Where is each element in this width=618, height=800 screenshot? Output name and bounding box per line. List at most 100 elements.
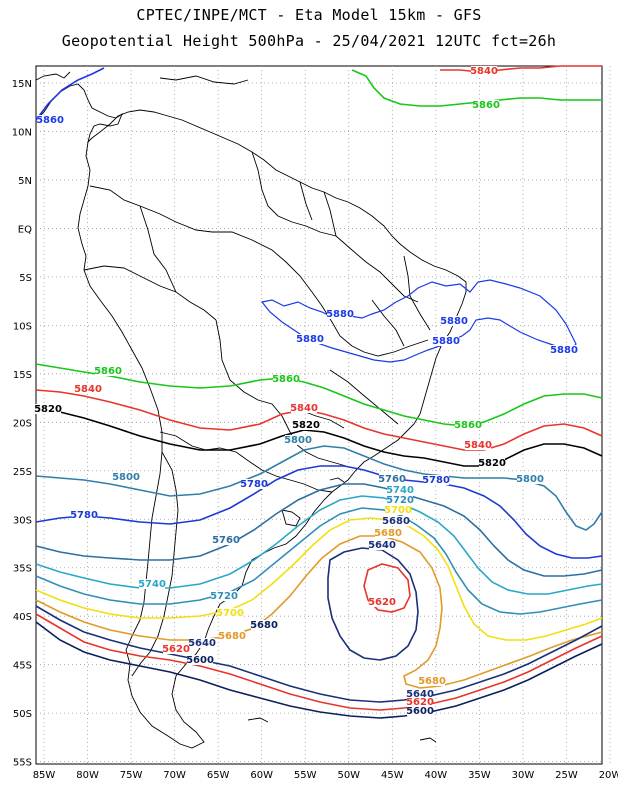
- contour-label-bg: [375, 528, 401, 538]
- contour-label: 5880: [440, 316, 468, 327]
- contour-label: 5840: [470, 66, 498, 77]
- contour-label-bg: [407, 689, 433, 699]
- contour-label: 5840: [74, 384, 102, 395]
- contour-label: 5680: [418, 676, 446, 687]
- contour-label: 5680: [250, 620, 278, 631]
- lat-tick-label: 5S: [19, 273, 32, 284]
- contour-label: 5680: [382, 516, 410, 527]
- contour-5760: [35, 483, 603, 577]
- contour-label-bg: [213, 535, 239, 545]
- contour-label-bg: [419, 676, 445, 686]
- contour-5700: [35, 517, 603, 641]
- contour-label-bg: [369, 597, 395, 607]
- contour-label: 5840: [464, 440, 492, 451]
- contour-label-bg: [423, 475, 449, 485]
- contour-5840-a: [440, 65, 602, 73]
- lat-tick-label: 40S: [13, 612, 32, 623]
- contour-label: 5780: [70, 510, 98, 521]
- contour-label-bg: [163, 644, 189, 654]
- contour-label: 5780: [240, 479, 268, 490]
- contour-label-bg: [387, 485, 413, 495]
- contour-5640: [35, 605, 603, 703]
- contour-5820: [35, 409, 603, 467]
- contour-label-bg: [479, 458, 505, 468]
- contour-5880-b: [260, 279, 577, 363]
- contour-label: 5860: [272, 374, 300, 385]
- contour-label: 5840: [290, 403, 318, 414]
- contour-label: 5640: [188, 638, 216, 649]
- contour-label: 5680: [218, 631, 246, 642]
- contour-label: 5620: [162, 644, 190, 655]
- contour-labels: 5840 5860 5860 5880 5880 5880 5880 5880 5860 5860…: [34, 66, 578, 717]
- contour-label: 5740: [386, 485, 414, 496]
- contour-label-bg: [37, 115, 63, 125]
- lat-tick-label: 20S: [13, 418, 32, 429]
- contour-label: 5880: [550, 345, 578, 356]
- contour-5800: [35, 445, 603, 531]
- lat-tick-label: 50S: [13, 709, 32, 720]
- contour-label-bg: [517, 474, 543, 484]
- lon-tick-label: 25W: [555, 770, 578, 781]
- contour-label-bg: [473, 100, 499, 110]
- contour-label-bg: [551, 345, 577, 355]
- contour-5880-a: [35, 67, 105, 121]
- contour-label-bg: [219, 631, 245, 641]
- lat-tick-label: 15N: [12, 79, 32, 90]
- contour-5620-low: [363, 563, 411, 613]
- contour-label: 5640: [368, 540, 396, 551]
- contour-label-bg: [387, 495, 413, 505]
- lat-tick-label: 5N: [18, 176, 32, 187]
- latitude-labels: 15N 10N 5N EQ 5S 10S 15S 20S 25S 30S 35S 40S 45S 50S 5…: [12, 79, 32, 769]
- lat-tick-label: 55S: [13, 758, 32, 769]
- contour-label: 5800: [284, 435, 312, 446]
- contour-label-bg: [187, 655, 213, 665]
- lat-tick-label: 10S: [13, 321, 32, 332]
- contour-label-bg: [211, 591, 237, 601]
- contour-5620: [35, 613, 603, 711]
- contour-label-bg: [241, 479, 267, 489]
- contour-label: 5720: [386, 495, 414, 506]
- contour-label-bg: [297, 334, 323, 344]
- contour-label: 5620: [406, 697, 434, 708]
- contour-label-bg: [293, 420, 319, 430]
- contour-label: 5860: [472, 100, 500, 111]
- contour-label-bg: [95, 366, 121, 376]
- contour-label: 5800: [516, 474, 544, 485]
- contour-label-bg: [285, 435, 311, 445]
- contour-label: 5680: [374, 528, 402, 539]
- contour-label: 5760: [378, 474, 406, 485]
- contour-label-bg: [407, 706, 433, 716]
- contour-label: 5700: [216, 608, 244, 619]
- contour-label: 5780: [422, 475, 450, 486]
- contour-label: 5820: [478, 458, 506, 469]
- contour-label-bg: [251, 620, 277, 630]
- contour-label: 5720: [210, 591, 238, 602]
- lon-tick-label: 20W: [599, 770, 618, 781]
- lat-tick-label: 25S: [13, 467, 32, 478]
- contour-label: 5640: [406, 689, 434, 700]
- contour-label-bg: [441, 316, 467, 326]
- contour-label-bg: [383, 516, 409, 526]
- lat-tick-label: EQ: [18, 224, 32, 235]
- lon-tick-label: 85W: [33, 770, 56, 781]
- contour-label-bg: [139, 579, 165, 589]
- contour-label: 5800: [112, 472, 140, 483]
- lon-tick-label: 40W: [425, 770, 448, 781]
- contour-label: 5740: [138, 579, 166, 590]
- contour-label: 5880: [432, 336, 460, 347]
- contour-label: 5860: [36, 115, 64, 126]
- contour-label-bg: [471, 66, 497, 76]
- chart-subtitle: Geopotential Height 500hPa - 25/04/2021 …: [61, 32, 557, 50]
- lon-tick-label: 75W: [120, 770, 143, 781]
- contour-5840-b: [35, 389, 603, 451]
- contour-label: 5880: [296, 334, 324, 345]
- longitude-labels: 85W 80W 75W 70W 65W 60W 55W 50W 45W 40W 35W 30W 25W 2…: [33, 770, 618, 781]
- contour-label: 5600: [406, 706, 434, 717]
- contour-label: 5760: [212, 535, 240, 546]
- lon-tick-label: 50W: [337, 770, 360, 781]
- graticule: [36, 66, 611, 764]
- contour-label-bg: [291, 403, 317, 413]
- lon-tick-label: 60W: [250, 770, 273, 781]
- lat-tick-label: 30S: [13, 515, 32, 526]
